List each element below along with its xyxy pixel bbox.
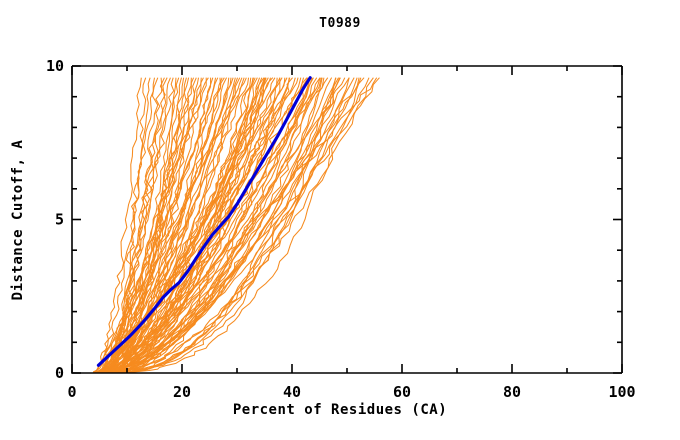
model-curve: [94, 77, 168, 374]
model-curve: [116, 77, 254, 374]
model-curve: [112, 77, 195, 374]
model-curve: [94, 77, 247, 374]
model-curve: [100, 77, 200, 374]
axes-group: 0 20 40 60 80 100 0 5 10: [46, 57, 636, 401]
tick-label: 20: [173, 383, 191, 401]
model-curve: [99, 77, 234, 374]
model-curve: [95, 77, 207, 374]
model-curve: [106, 77, 175, 374]
tick-label: 0: [55, 364, 64, 382]
model-curve: [102, 77, 313, 374]
model-curve: [114, 77, 266, 374]
model-curve: [101, 77, 339, 374]
model-curve: [105, 77, 346, 374]
model-curve: [112, 77, 362, 374]
model-curve: [94, 77, 245, 374]
model-curve: [102, 77, 243, 374]
model-curve: [93, 77, 219, 374]
y-axis-label: Distance Cutoff, A: [10, 140, 26, 301]
tick-marks: [71, 65, 623, 374]
tick-label: 60: [393, 383, 411, 401]
model-curve: [105, 77, 341, 374]
model-curve: [99, 77, 283, 374]
model-curve: [97, 77, 321, 374]
model-curve: [102, 77, 321, 374]
tick-labels: 0 20 40 60 80 100 0 5 10: [46, 57, 636, 401]
model-curve: [98, 77, 156, 374]
tick-label: 5: [55, 211, 64, 229]
model-curve: [105, 77, 288, 374]
model-curve: [108, 77, 323, 374]
model-curve: [104, 77, 337, 374]
model-curve: [116, 77, 299, 374]
model-curve: [102, 77, 358, 374]
model-curve: [106, 77, 322, 374]
chart-title: T0989: [319, 16, 361, 31]
model-curve: [114, 77, 281, 374]
model-curve: [113, 77, 350, 374]
reference-curve-group: [96, 76, 312, 367]
reference-curve: [96, 76, 312, 367]
model-curve: [104, 77, 209, 374]
model-curve: [94, 77, 225, 374]
model-curve: [109, 77, 380, 374]
tick-label: 80: [503, 383, 521, 401]
tick-label: 40: [283, 383, 301, 401]
model-curve: [107, 77, 378, 374]
model-curve: [95, 77, 269, 374]
tick-label: 100: [608, 383, 635, 401]
tick-label: 10: [46, 57, 64, 75]
tick-label: 0: [67, 383, 76, 401]
x-axis-label: Percent of Residues (CA): [233, 402, 447, 418]
